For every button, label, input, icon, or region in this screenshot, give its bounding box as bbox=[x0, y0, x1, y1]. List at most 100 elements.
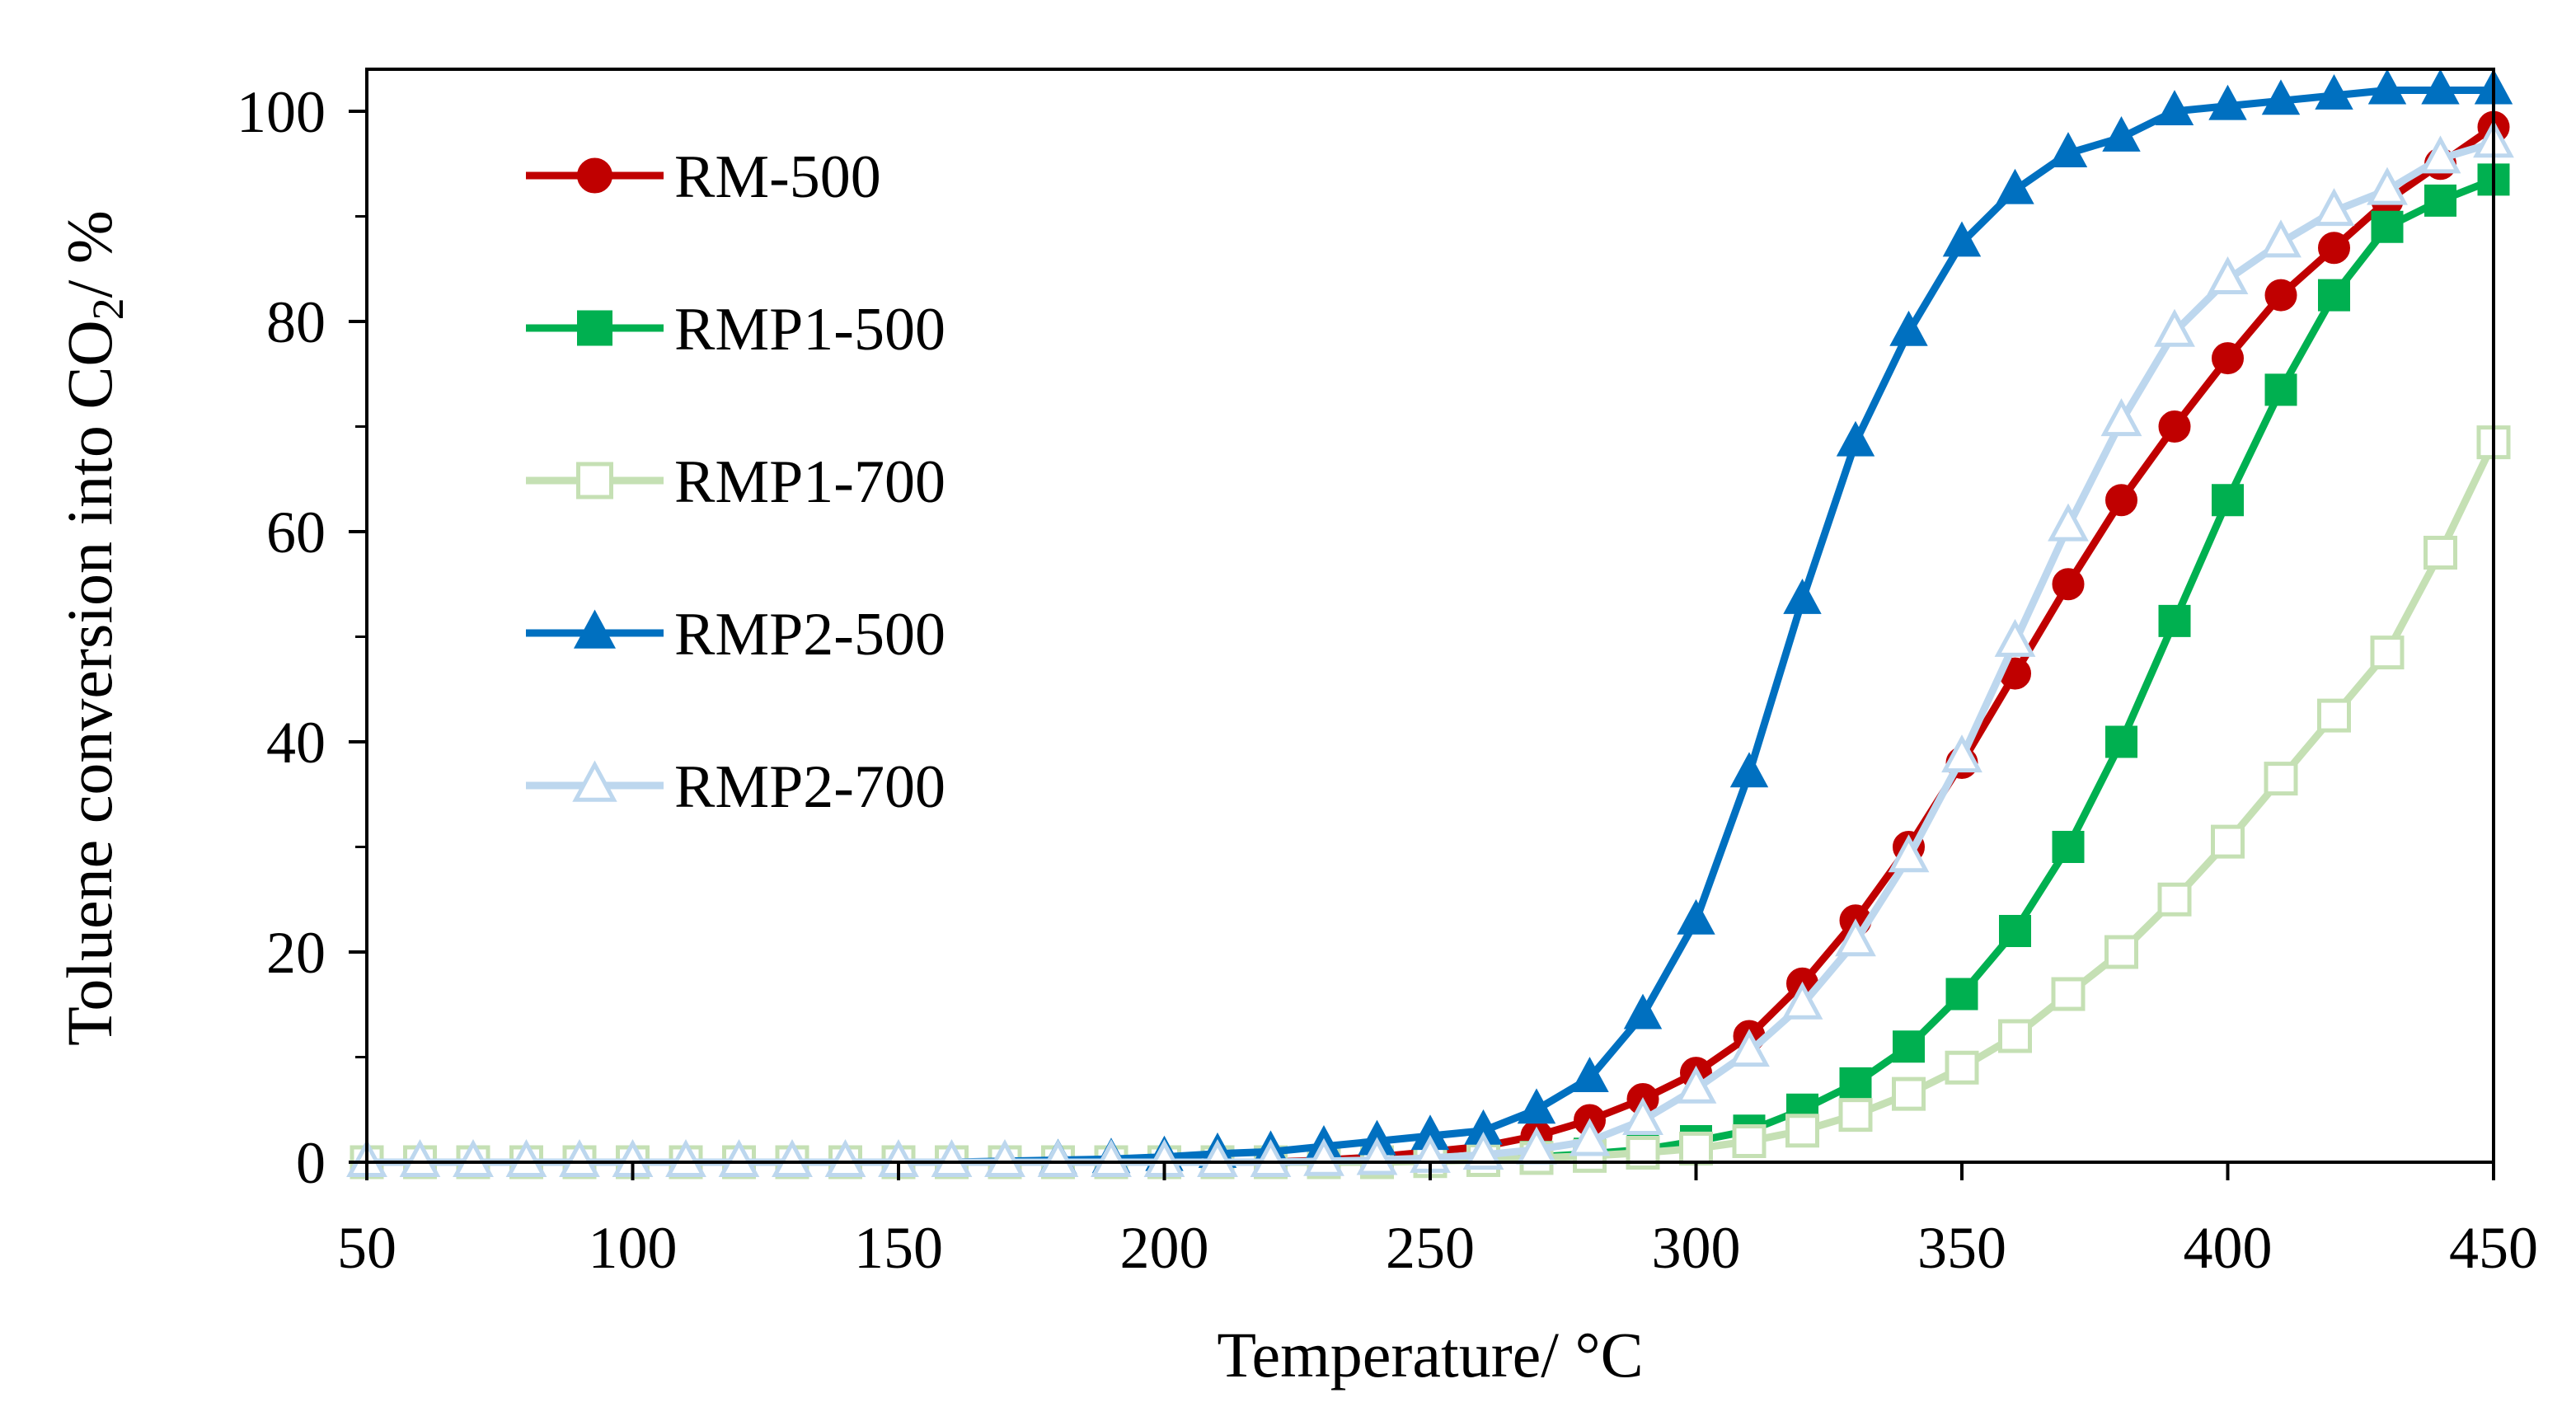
y-axis-title-tail: / % bbox=[54, 210, 125, 298]
x-tick-label: 50 bbox=[337, 1215, 396, 1281]
y-tick-label: 20 bbox=[266, 920, 326, 986]
data-point bbox=[1998, 1019, 2032, 1053]
data-point bbox=[665, 1138, 706, 1178]
data-point bbox=[1783, 578, 1822, 614]
data-point bbox=[1839, 1067, 1872, 1100]
x-tick-label: 150 bbox=[854, 1215, 943, 1281]
data-point bbox=[2048, 132, 2088, 168]
y-axis-title-main: Toluene conversion into CO bbox=[54, 320, 125, 1046]
legend-entry: RMP2-700 bbox=[526, 753, 945, 821]
data-point bbox=[1941, 734, 1982, 773]
data-point bbox=[2212, 342, 2244, 375]
data-point bbox=[1836, 420, 1875, 457]
data-point bbox=[2157, 882, 2192, 917]
data-point bbox=[2313, 188, 2355, 227]
data-point bbox=[1622, 1096, 1663, 1136]
data-point bbox=[2367, 166, 2408, 205]
legend-entry: RMP1-500 bbox=[526, 296, 945, 363]
legend-marker bbox=[576, 462, 613, 499]
legend-label: RMP1-700 bbox=[674, 448, 945, 516]
data-point bbox=[2154, 308, 2195, 347]
data-point bbox=[1091, 1138, 1132, 1178]
data-point bbox=[1892, 1076, 1926, 1111]
x-tick-label: 100 bbox=[589, 1215, 678, 1281]
legend-label: RMP1-500 bbox=[674, 296, 945, 363]
data-point bbox=[984, 1138, 1025, 1178]
legend: RM-500 RMP1-500 RMP1-700 RMP2-500 RMP2-700 bbox=[526, 143, 945, 821]
data-point bbox=[824, 1138, 866, 1178]
data-point bbox=[1835, 918, 1876, 957]
data-point bbox=[1462, 1132, 1504, 1170]
data-point bbox=[2261, 79, 2301, 115]
data-point bbox=[1675, 1065, 1717, 1104]
legend-label: RMP2-500 bbox=[674, 601, 945, 668]
data-point bbox=[2211, 824, 2245, 859]
data-point bbox=[2158, 604, 2191, 637]
y-tick-label: 0 bbox=[296, 1130, 326, 1196]
data-point bbox=[505, 1138, 547, 1178]
legend-entry: RMP1-700 bbox=[526, 448, 945, 516]
data-point bbox=[2048, 503, 2089, 542]
data-point bbox=[2264, 279, 2297, 312]
y-tick-label: 60 bbox=[266, 499, 326, 565]
data-point bbox=[1732, 1124, 1767, 1158]
data-point bbox=[1994, 618, 2036, 657]
legend-marker bbox=[572, 760, 617, 802]
data-point bbox=[718, 1138, 760, 1178]
data-point bbox=[1945, 978, 1978, 1011]
y-tick-label: 40 bbox=[266, 710, 326, 776]
data-point bbox=[1570, 1057, 1609, 1093]
x-tick-label: 300 bbox=[1652, 1215, 1741, 1281]
data-point bbox=[1303, 1137, 1344, 1176]
x-axis-ticks: 50 100 150 200 250 300 350 400 450 bbox=[337, 1162, 2538, 1281]
data-point bbox=[1945, 1050, 1979, 1085]
data-point bbox=[2105, 725, 2137, 758]
data-point bbox=[2052, 831, 2085, 863]
x-tick-label: 350 bbox=[1917, 1215, 2006, 1281]
data-point bbox=[1517, 1088, 1556, 1124]
y-tick-label: 100 bbox=[237, 79, 326, 145]
data-point bbox=[399, 1138, 441, 1178]
data-point bbox=[1999, 915, 2031, 947]
data-point bbox=[2104, 935, 2138, 969]
x-axis-title: Temperature/ °C bbox=[1217, 1319, 1643, 1391]
data-point bbox=[2318, 279, 2350, 312]
data-point bbox=[1729, 1029, 1770, 1067]
data-point bbox=[559, 1138, 600, 1178]
data-point bbox=[2419, 135, 2461, 174]
data-point bbox=[2370, 635, 2405, 670]
data-point bbox=[1729, 752, 1769, 788]
data-point bbox=[1569, 1118, 1611, 1156]
data-point bbox=[2102, 115, 2141, 152]
data-point bbox=[1037, 1138, 1079, 1178]
legend-marker bbox=[577, 310, 612, 346]
data-point bbox=[931, 1138, 973, 1178]
data-point bbox=[1679, 1131, 1713, 1165]
data-point bbox=[2264, 373, 2297, 406]
data-point bbox=[2424, 184, 2456, 217]
data-point bbox=[772, 1138, 813, 1178]
data-point bbox=[1781, 981, 1823, 1020]
data-point bbox=[1197, 1138, 1238, 1178]
data-point bbox=[2260, 219, 2302, 258]
data-point bbox=[2424, 536, 2457, 570]
legend-label: RM-500 bbox=[674, 143, 881, 211]
data-point bbox=[1356, 1137, 1398, 1175]
data-point bbox=[1677, 898, 1715, 935]
data-point bbox=[2421, 68, 2460, 105]
x-tick-label: 400 bbox=[2184, 1215, 2273, 1281]
data-point bbox=[2212, 484, 2244, 517]
legend-entry: RMP2-500 bbox=[526, 601, 945, 668]
data-point bbox=[1996, 168, 2034, 204]
data-point bbox=[2052, 568, 2085, 601]
data-point bbox=[2371, 210, 2404, 243]
data-point bbox=[1889, 310, 1928, 346]
legend-marker bbox=[573, 609, 617, 649]
data-point bbox=[2207, 256, 2249, 295]
y-axis-title: Toluene conversion into CO2/ % bbox=[54, 210, 133, 1046]
data-point bbox=[2208, 84, 2247, 120]
data-point bbox=[2317, 698, 2351, 733]
data-point bbox=[2318, 232, 2350, 265]
